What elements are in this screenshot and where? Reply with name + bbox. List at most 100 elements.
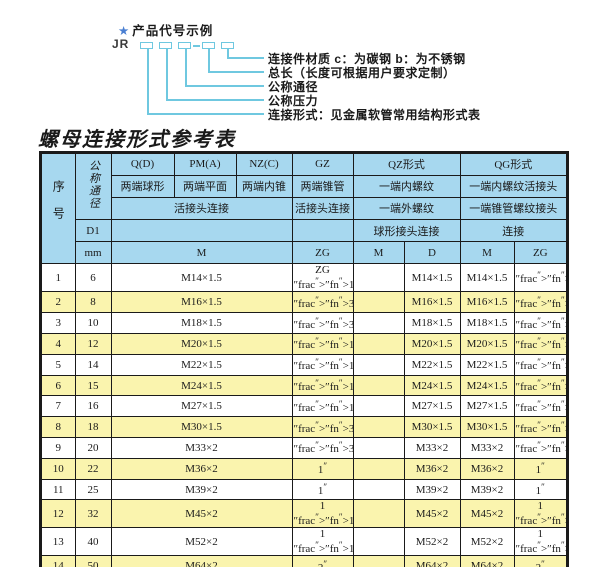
cell-qg_m: M39×2 xyxy=(459,478,515,501)
code-box-4 xyxy=(202,42,215,49)
cell-m: M64×2 xyxy=(110,555,293,567)
cell-mm: 20 xyxy=(74,437,112,459)
cell-zg: 2″ xyxy=(291,555,354,567)
leader-line xyxy=(166,99,264,101)
cell-qg_m: M33×2 xyxy=(459,437,515,459)
cell-qz_m xyxy=(352,416,405,439)
cell-qz_m xyxy=(352,478,405,501)
cell-qg_m: M22×1.5 xyxy=(459,353,515,376)
header-qg-conn: 连接 xyxy=(459,219,568,243)
cell-no: 12 xyxy=(40,499,76,529)
table-row: 11 25 M39×2 1″ M39×2 M39×2 1″ xyxy=(40,478,568,501)
code-prefix: JR xyxy=(112,37,130,51)
code-dash xyxy=(193,45,200,47)
cell-qg_m: M52×2 xyxy=(459,527,515,557)
table-row: 615M24×1.5″frac″>″fn″>1″fd″>2″M24×1.5M24… xyxy=(40,374,568,397)
cell-no: 5 xyxy=(40,353,76,376)
cell-qg_zg: 1 ″frac″>″fn″>1″fd″>2″ xyxy=(513,527,568,557)
header-blank xyxy=(291,219,354,243)
leader-line xyxy=(227,57,264,59)
cell-qg_m: M64×2 xyxy=(459,555,515,567)
cell-zg: ZG ″frac″>″fn″>1″fd″>4″ xyxy=(291,263,354,293)
code-box-5 xyxy=(221,42,234,49)
star-icon: ★ xyxy=(118,24,131,38)
header-col-qz: QZ形式 xyxy=(352,152,461,176)
cell-mm: 18 xyxy=(74,416,112,439)
cell-zg: ″frac″>″fn″>1″fd″>2″ xyxy=(291,374,354,397)
cell-qg_zg: ″frac″>″fn″>1″fd″>2″ xyxy=(513,333,568,355)
cell-no: 10 xyxy=(40,457,76,480)
cell-zg: ″frac″>″fn″>1″fd″>2″ xyxy=(291,353,354,376)
code-box-3 xyxy=(178,42,191,49)
header-union-conn: 活接头连接 xyxy=(110,196,293,221)
cell-qz_d: M52×2 xyxy=(403,527,461,557)
cell-no: 9 xyxy=(40,437,76,459)
cell-zg: 1 ″frac″>″fn″>1″fd″>4″ xyxy=(291,499,354,529)
leader-line xyxy=(227,49,229,59)
header-col-pm: PM(A) xyxy=(173,152,237,176)
leader-line xyxy=(208,71,264,73)
cell-m: M30×1.5 xyxy=(110,416,293,439)
label-pressure: 公称压力 xyxy=(268,94,319,108)
cell-qg_m: M30×1.5 xyxy=(459,416,515,439)
cell-qz_d: M20×1.5 xyxy=(403,333,461,355)
table-row: 28M16×1.5″frac″>″fn″>3″fd″>8″M16×1.5M16×… xyxy=(40,291,568,314)
cell-qz_m xyxy=(352,555,405,567)
cell-qg_zg: ″frac″>″fn″>3″fd″>8″ xyxy=(513,312,568,335)
cell-qg_m: M45×2 xyxy=(459,499,515,529)
cell-mm: 50 xyxy=(74,555,112,567)
header-qz-desc: 一端内螺纹 xyxy=(352,174,461,198)
cell-m: M18×1.5 xyxy=(110,312,293,335)
cell-qz_d: M16×1.5 xyxy=(403,291,461,314)
cell-zg: 1 ″frac″>″fn″>1″fd″>2″ xyxy=(291,527,354,557)
cell-qz_m xyxy=(352,263,405,293)
cell-m: M24×1.5 xyxy=(110,374,293,397)
cell-qz_m xyxy=(352,312,405,335)
table-row: 412M20×1.5″frac″>″fn″>1″fd″>2″M20×1.5M20… xyxy=(40,333,568,355)
table-row: 716M27×1.5″frac″>″fn″>1″fd″>2″M27×1.5M27… xyxy=(40,395,568,418)
cell-qz_m xyxy=(352,527,405,557)
leader-line xyxy=(147,113,264,115)
header-seq: 序号 xyxy=(40,152,76,265)
cell-qz_m xyxy=(352,457,405,480)
cell-qz_m xyxy=(352,374,405,397)
diagram-title-text: 产品代号示例 xyxy=(132,24,214,38)
header-qz-m: M xyxy=(352,241,405,265)
header-qg-desc2: 一端锥管螺纹接头 xyxy=(459,196,568,221)
cell-qg_zg: ″frac″>″fn″>1″fd″>4″ xyxy=(513,263,568,293)
cell-qz_d: M22×1.5 xyxy=(403,353,461,376)
cell-no: 3 xyxy=(40,312,76,335)
code-box-2 xyxy=(159,42,172,49)
cell-qg_m: M36×2 xyxy=(459,457,515,480)
header-gz-desc: 两端锥管 xyxy=(291,174,354,198)
cell-no: 8 xyxy=(40,416,76,439)
cell-no: 13 xyxy=(40,527,76,557)
header-qg-zg: ZG xyxy=(513,241,568,265)
label-length: 总长（长度可根据用户要求定制） xyxy=(268,66,456,80)
cell-qz_m xyxy=(352,291,405,314)
cell-zg: ″frac″>″fn″>3″fd″>8″ xyxy=(291,312,354,335)
cell-qg_zg: 2″ xyxy=(513,555,568,567)
cell-qz_d: M18×1.5 xyxy=(403,312,461,335)
cell-qg_m: M16×1.5 xyxy=(459,291,515,314)
cell-qz_d: M27×1.5 xyxy=(403,395,461,418)
cell-m: M39×2 xyxy=(110,478,293,501)
label-material: 连接件材质 c：为碳钢 b：为不锈钢 xyxy=(268,52,466,66)
header-qz-desc2: 一端外螺纹 xyxy=(352,196,461,221)
cell-qg_zg: ″frac″>″fn″>3″fd″>4″ xyxy=(513,437,568,459)
header-q-desc: 两端球形 xyxy=(110,174,175,198)
cell-qg_zg: ″frac″>″fn″>1″fd″>2″ xyxy=(513,353,568,376)
cell-qz_d: M36×2 xyxy=(403,457,461,480)
cell-mm: 16 xyxy=(74,395,112,418)
cell-qg_zg: ″frac″>″fn″>3″fd″>4″ xyxy=(513,416,568,439)
cell-no: 2 xyxy=(40,291,76,314)
cell-qg_zg: 1″ xyxy=(513,457,568,480)
cell-mm: 32 xyxy=(74,499,112,529)
table-row: 818M30×1.5″frac″>″fn″>3″fd″>4″M30×1.5M30… xyxy=(40,416,568,439)
header-zg-label: ZG xyxy=(291,241,354,265)
cell-qg_zg: ″frac″>″fn″>1″fd″>2″ xyxy=(513,374,568,397)
header-m-label: M xyxy=(110,241,293,265)
